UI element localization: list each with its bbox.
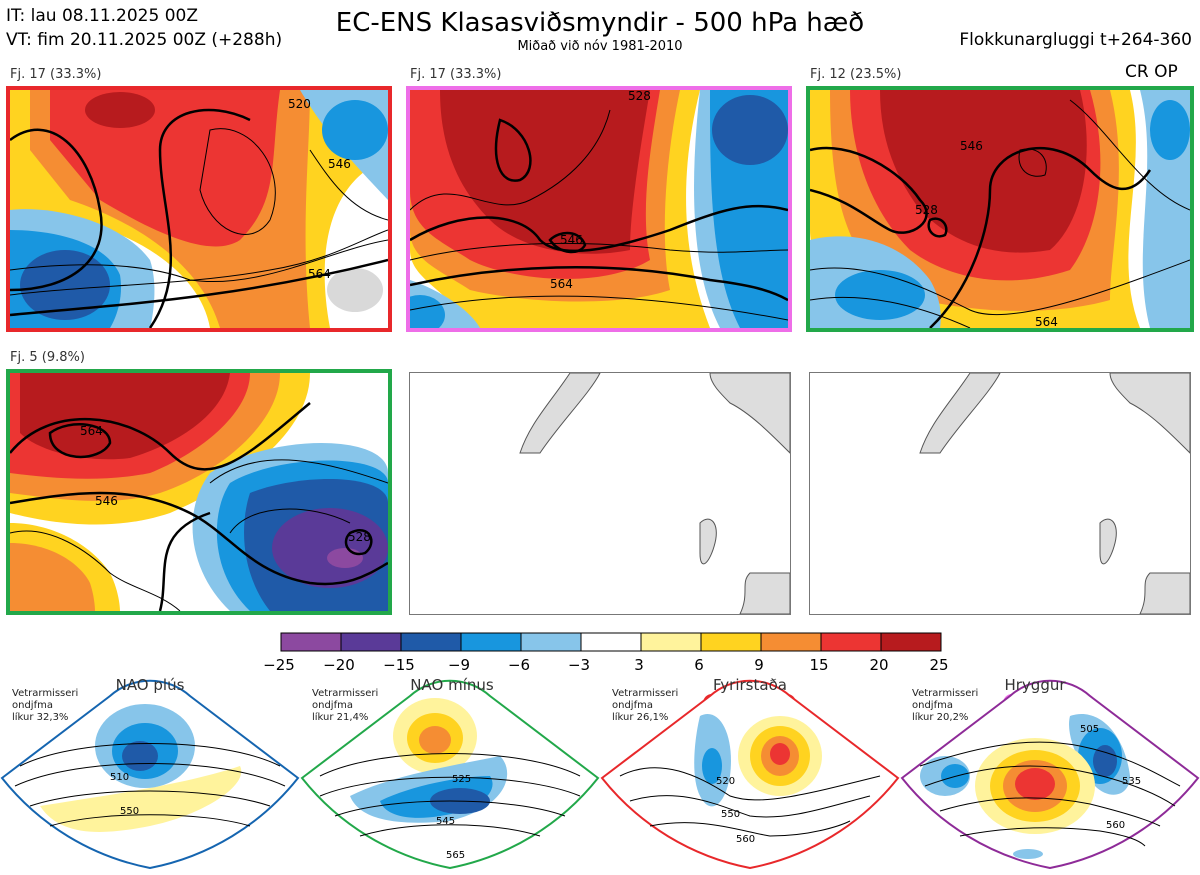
cluster-map-1[interactable]: 520 546 564 — [6, 86, 392, 332]
svg-text:505: 505 — [1080, 724, 1099, 735]
regime-ridge: Hryggur Vetrarmisseri ondjfma líkur 20,2… — [900, 676, 1200, 871]
contour-label: 546 — [960, 139, 983, 153]
svg-text:525: 525 — [452, 774, 471, 785]
colorbar-tick: 6 — [694, 656, 704, 674]
colorbar-segment — [640, 632, 702, 652]
contour-label: 528 — [915, 203, 938, 217]
colorbar-tick: 20 — [869, 656, 889, 674]
contour-label: 564 — [80, 424, 103, 438]
contour-label: 546 — [328, 157, 351, 171]
colorbar-tick: −25 — [263, 656, 295, 674]
panel-2-label: Fj. 17 (33.3%) — [410, 67, 502, 82]
regime-info: Vetrarmisseri ondjfma líkur 21,4% — [312, 688, 379, 723]
svg-text:550: 550 — [120, 806, 139, 817]
colorbar-tick: 25 — [929, 656, 949, 674]
colorbar-segment — [520, 632, 582, 652]
svg-text:550: 550 — [721, 809, 740, 820]
svg-text:535: 535 — [1122, 776, 1141, 787]
regime-blocking: Fyrirstaða Vetrarmisseri ondjfma líkur 2… — [600, 676, 900, 871]
contour-label: 564 — [308, 267, 331, 281]
colorbar-segment — [460, 632, 522, 652]
colorbar-segment — [280, 632, 342, 652]
panel-3-label: Fj. 12 (23.5%) — [810, 67, 902, 82]
colorbar-tick: −9 — [447, 656, 471, 674]
colorbar-tick: −15 — [383, 656, 415, 674]
svg-text:560: 560 — [736, 834, 755, 845]
anomaly-colorbar — [280, 632, 944, 656]
page-title: EC-ENS Klasasviðsmyndir - 500 hPa hæð — [335, 8, 865, 38]
contour-label: 564 — [550, 277, 573, 291]
colorbar-tick: 9 — [754, 656, 764, 674]
panel-1-label: Fj. 17 (33.3%) — [10, 67, 102, 82]
svg-text:565: 565 — [446, 850, 465, 861]
cluster-map-2[interactable]: 546 528 564 — [406, 86, 792, 332]
colorbar-segment — [340, 632, 402, 652]
cluster-map-4[interactable]: 564 546 528 — [6, 369, 392, 615]
regime-nao-minus: NAO mínus Vetrarmisseri ondjfma líkur 21… — [300, 676, 600, 871]
contour-label: 520 — [288, 97, 311, 111]
initial-time: IT: lau 08.11.2025 00Z — [6, 6, 198, 26]
empty-map-2[interactable] — [809, 372, 1191, 615]
regime-info: Vetrarmisseri ondjfma líkur 26,1% — [612, 688, 679, 723]
regime-name: NAO plús — [115, 676, 185, 694]
colorbar-tick: 15 — [809, 656, 829, 674]
valid-time: VT: fim 20.11.2025 00Z (+288h) — [6, 30, 283, 50]
control-run-label: CR OP — [1125, 62, 1178, 82]
regime-nao-plus: NAO plús Vetrarmisseri ondjfma líkur 32,… — [0, 676, 300, 871]
colorbar-tick: −20 — [323, 656, 355, 674]
header-info: IT: lau 08.11.2025 00Z VT: fim 20.11.202… — [6, 4, 282, 52]
regime-info: Vetrarmisseri ondjfma líkur 20,2% — [912, 688, 979, 723]
contour-label: 546 — [95, 494, 118, 508]
page-subtitle: Miðað við nóv 1981-2010 — [517, 39, 683, 54]
colorbar-ticks: −25 −20 −15 −9 −6 −3 3 6 9 15 20 25 — [254, 656, 974, 676]
colorbar-segment — [880, 632, 942, 652]
svg-text:545: 545 — [436, 816, 455, 827]
regime-name: Fyrirstaða — [713, 676, 787, 694]
cluster-map-3[interactable]: 546 528 564 — [806, 86, 1194, 332]
colorbar-tick: −6 — [507, 656, 531, 674]
colorbar-segment — [700, 632, 762, 652]
colorbar-segment — [400, 632, 462, 652]
contour-lines — [10, 128, 103, 292]
regime-name: Hryggur — [1004, 676, 1066, 694]
empty-map-1[interactable] — [409, 372, 791, 615]
colorbar-tick: −3 — [567, 656, 591, 674]
contour-label: 528 — [628, 90, 651, 103]
colorbar-tick: 3 — [634, 656, 644, 674]
svg-text:510: 510 — [110, 772, 129, 783]
colorbar-segment — [820, 632, 882, 652]
contour-label: 546 — [560, 233, 583, 247]
colorbar-segment — [760, 632, 822, 652]
classification-window: Flokkunargluggi t+264-360 — [959, 30, 1192, 50]
regime-name: NAO mínus — [410, 676, 494, 694]
svg-text:560: 560 — [1106, 820, 1125, 831]
contour-label: 564 — [1035, 315, 1058, 328]
regime-info: Vetrarmisseri ondjfma líkur 32,3% — [12, 688, 79, 723]
panel-4-label: Fj. 5 (9.8%) — [10, 350, 85, 365]
contour-label: 528 — [348, 530, 371, 544]
svg-text:520: 520 — [716, 776, 735, 787]
colorbar-segment — [580, 632, 642, 652]
